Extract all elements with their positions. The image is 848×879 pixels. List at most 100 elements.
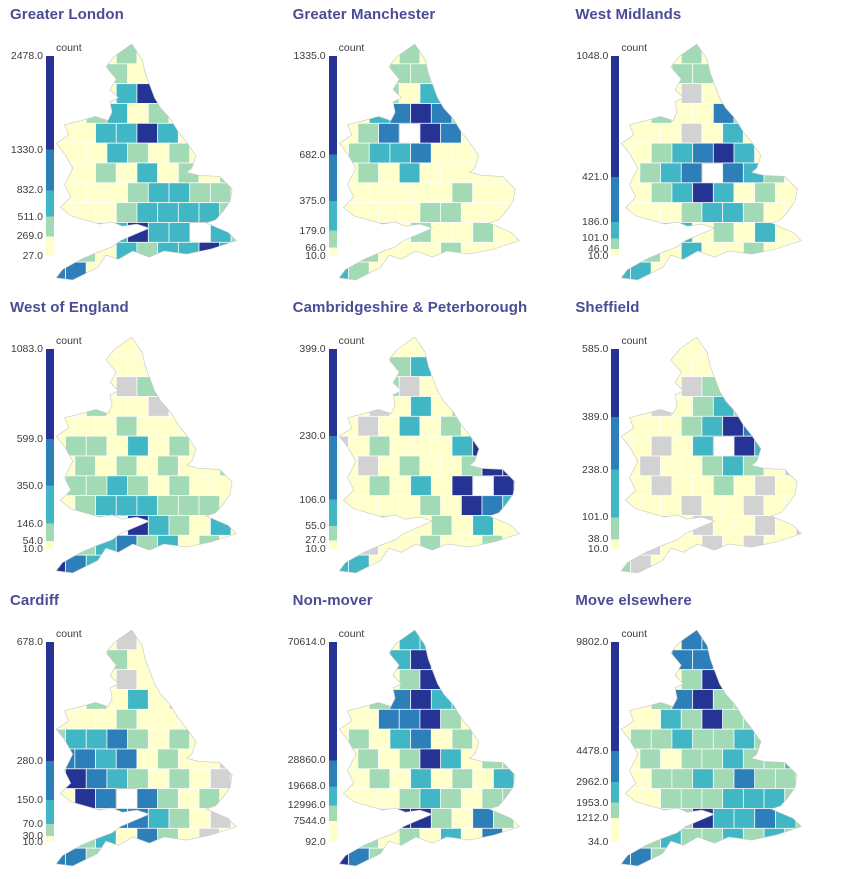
map-region <box>377 162 400 184</box>
map-region <box>127 728 149 750</box>
map-region <box>115 415 138 437</box>
colorbar-tick: 1083.0 <box>10 343 43 355</box>
map-region <box>763 83 786 104</box>
colorbar: count 9802.0 4478.0 2962.0 1953.0 1212.0 34.0 <box>565 628 647 848</box>
map-region <box>347 728 370 750</box>
map-region <box>513 768 519 790</box>
map-region <box>368 435 391 457</box>
map-region <box>389 728 411 750</box>
map-region <box>219 788 237 809</box>
map-region <box>754 768 777 790</box>
map-region <box>701 534 724 556</box>
map-region <box>651 103 673 124</box>
map-region <box>722 788 745 809</box>
colorbar-tick: 54.0 <box>22 534 43 547</box>
map-region <box>743 376 765 397</box>
map-region <box>481 630 503 651</box>
map-region <box>621 534 641 556</box>
map-region <box>168 515 191 536</box>
map-region <box>784 669 802 690</box>
map-region <box>430 63 453 85</box>
map-region <box>733 396 756 417</box>
map-region <box>74 748 96 770</box>
map-region <box>754 847 777 866</box>
map-region <box>544 670 565 690</box>
map-region <box>168 554 191 573</box>
map-region <box>513 182 519 204</box>
map-region <box>198 827 221 849</box>
map-region <box>240 337 261 357</box>
map-region <box>409 768 432 790</box>
map-region <box>763 162 786 184</box>
map-region <box>252 690 273 710</box>
map-region <box>671 847 694 866</box>
map-region <box>273 397 282 417</box>
map-region <box>252 357 273 377</box>
map-region <box>806 670 827 690</box>
map-region <box>501 415 519 437</box>
map-region <box>136 455 159 477</box>
map-region <box>754 356 777 378</box>
map-region <box>555 809 564 829</box>
map-region <box>177 337 200 358</box>
map-region <box>398 122 421 144</box>
map-region <box>240 456 261 476</box>
map-region <box>338 475 349 497</box>
colorbar-gradient <box>328 349 337 549</box>
map-region <box>826 630 847 650</box>
map-region <box>784 337 802 358</box>
map-region <box>671 475 694 497</box>
colorbar-tick: 1330.0 <box>10 143 43 156</box>
map-region <box>481 202 503 223</box>
map-region <box>168 103 191 124</box>
map-region <box>409 728 432 750</box>
map-region <box>95 241 117 263</box>
map-region <box>513 475 519 497</box>
map-region <box>115 376 138 397</box>
map-region <box>701 827 724 849</box>
map-region <box>338 768 349 790</box>
map-region <box>817 397 838 417</box>
map-region <box>240 416 261 436</box>
map-region <box>74 122 96 144</box>
map-region <box>261 44 282 64</box>
map-region <box>389 182 411 204</box>
map-region <box>621 788 641 809</box>
map-region <box>368 649 391 671</box>
map-region <box>621 376 641 397</box>
map-region <box>56 630 76 651</box>
map-region <box>147 435 170 457</box>
map-region <box>713 142 735 164</box>
map-region <box>85 142 108 164</box>
map-region <box>651 475 673 497</box>
map-region <box>534 262 555 282</box>
map-region <box>784 708 802 730</box>
map-region <box>338 649 349 671</box>
map-region <box>806 44 827 64</box>
map-region <box>157 122 179 144</box>
map-region <box>198 534 221 556</box>
map-region <box>439 415 462 437</box>
map-region <box>621 827 641 849</box>
map-region <box>722 376 745 397</box>
map-region <box>219 44 237 65</box>
map-region <box>147 182 170 204</box>
map-region <box>377 44 400 65</box>
map-region <box>806 456 827 476</box>
map-region <box>338 103 349 124</box>
map-region <box>639 44 662 65</box>
colorbar-gradient <box>611 642 620 842</box>
map-region <box>796 103 802 124</box>
map-region <box>230 768 237 790</box>
map-region <box>523 709 544 729</box>
map-region <box>157 748 179 770</box>
map-region <box>651 142 673 164</box>
map-region <box>501 122 519 144</box>
map-region <box>127 689 149 710</box>
map-region <box>56 788 76 809</box>
map-region <box>189 103 211 124</box>
colorbar-tick: 66.0 <box>305 241 326 254</box>
map-region <box>713 63 735 85</box>
map-region <box>409 103 432 124</box>
choropleth-map <box>338 44 555 282</box>
